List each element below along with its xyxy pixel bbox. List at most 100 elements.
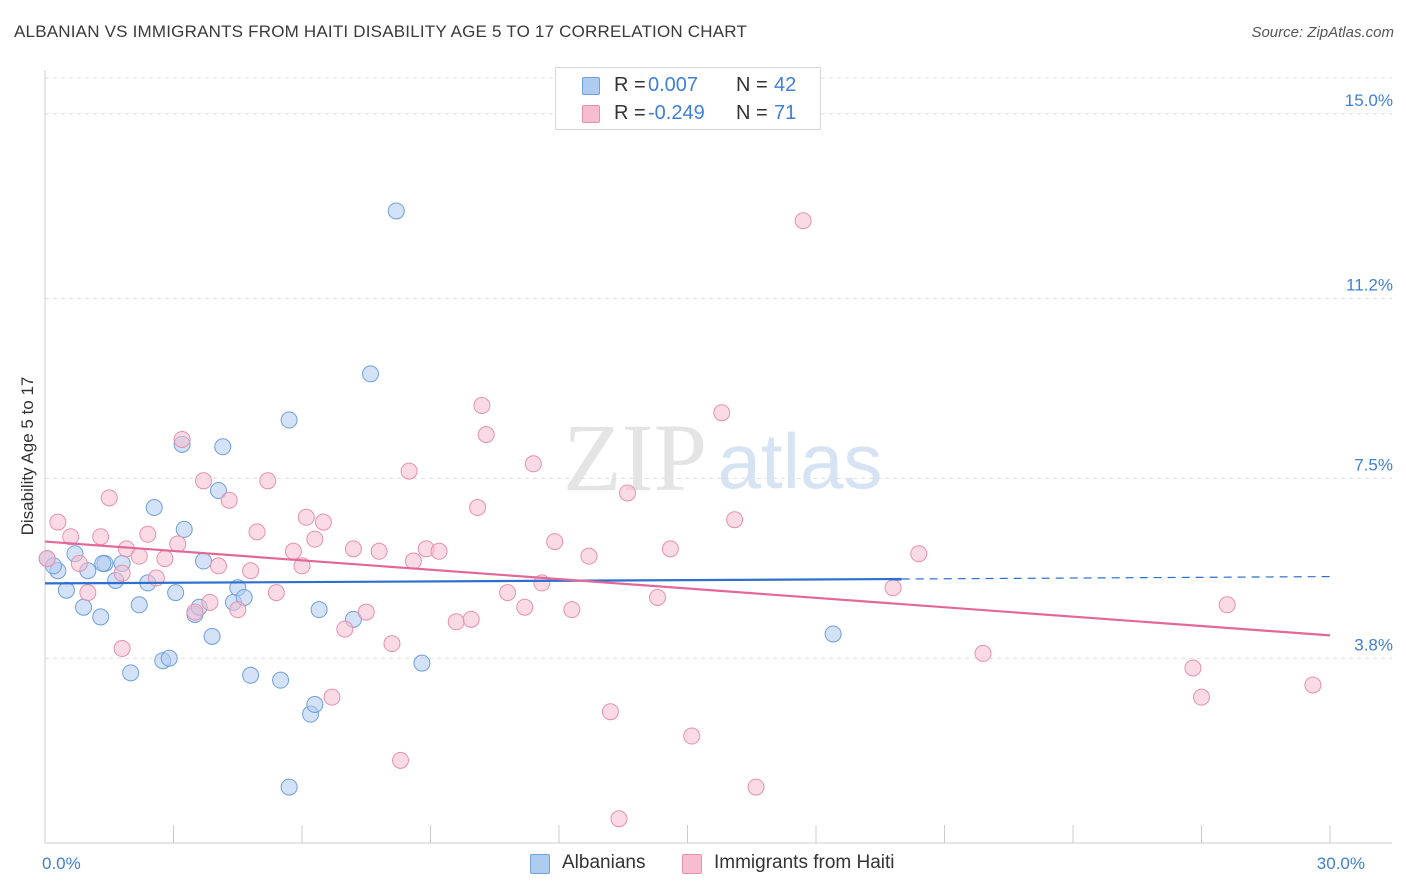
albanians-swatch	[530, 854, 550, 874]
haiti-point	[229, 601, 247, 619]
axis-layer: 3.8% 7.5% 11.2% 15.0% 0.0% 30.0%	[42, 70, 1393, 873]
albanian-point	[145, 499, 163, 517]
haiti-point	[499, 584, 517, 602]
r-label: R =	[614, 74, 646, 96]
haiti-point	[173, 430, 191, 448]
haiti-point	[610, 810, 628, 828]
haiti-point	[92, 528, 110, 546]
haiti-point	[1304, 676, 1322, 694]
albanian-point	[92, 608, 110, 626]
albanian-point	[214, 438, 232, 456]
haiti-point	[336, 620, 354, 638]
haiti-point	[242, 562, 260, 580]
haiti-point	[323, 688, 341, 706]
haiti-trend-line	[44, 540, 1331, 637]
haiti-point	[447, 613, 465, 631]
haiti-point	[563, 601, 581, 619]
haiti-point	[130, 547, 148, 565]
albanian-point	[310, 601, 328, 619]
haiti-point	[747, 778, 765, 796]
haiti-point	[357, 603, 375, 621]
haiti-point	[516, 598, 534, 616]
haiti-point	[267, 584, 285, 602]
albanian-point	[130, 596, 148, 614]
albanian-point	[242, 666, 260, 684]
haiti-point	[404, 552, 422, 570]
haiti-point	[186, 603, 204, 621]
n-value: 71	[774, 102, 797, 124]
haiti-point	[1184, 659, 1202, 677]
haiti-point	[293, 557, 311, 575]
haiti-point	[70, 554, 88, 572]
y-tick-label: 7.5%	[1354, 455, 1393, 474]
haiti-point	[259, 472, 277, 490]
haiti-swatch	[682, 854, 702, 874]
legend-label: Immigrants from Haiti	[714, 852, 895, 873]
haiti-point	[974, 644, 992, 662]
albanians-swatch	[582, 77, 600, 95]
albanian-point	[280, 411, 298, 429]
haiti-point	[430, 542, 448, 560]
haiti-point	[462, 610, 480, 628]
stats-row-albanians: R = 0.007 N = 42	[556, 72, 820, 100]
albanian-point	[413, 654, 431, 672]
r-value: -0.249	[648, 102, 705, 124]
albanian-point	[272, 671, 290, 689]
haiti-point	[477, 426, 495, 444]
albanian-point	[387, 202, 405, 220]
albanian-point	[94, 554, 112, 572]
haiti-point	[400, 462, 418, 480]
x-tick-label: 0.0%	[42, 854, 81, 873]
haiti-point	[1218, 596, 1236, 614]
haiti-point	[910, 545, 928, 563]
haiti-point	[1193, 688, 1210, 706]
haiti-point	[370, 542, 388, 560]
haiti-point	[297, 508, 315, 526]
haiti-point	[79, 584, 97, 602]
albanians-trend-extension	[901, 575, 1331, 580]
haiti-point	[601, 703, 619, 721]
haiti-point	[284, 542, 302, 560]
haiti-point	[113, 640, 131, 658]
haiti-point	[169, 535, 187, 553]
albanian-point	[306, 695, 324, 713]
haiti-point	[139, 525, 157, 543]
r-label: R =	[614, 102, 646, 124]
haiti-point	[38, 550, 56, 568]
haiti-point	[619, 484, 637, 502]
haiti-point	[713, 404, 731, 422]
haiti-point	[194, 472, 212, 490]
haiti-point	[392, 751, 410, 769]
albanian-point	[209, 482, 227, 500]
haiti-point	[156, 550, 174, 568]
albanian-point	[824, 625, 842, 643]
haiti-point	[209, 557, 227, 575]
albanian-point	[57, 581, 75, 599]
haiti-point	[473, 396, 491, 414]
stats-legend: R = 0.007 N = 42 R = -0.249 N = 71	[555, 67, 821, 130]
haiti-point	[580, 547, 598, 565]
haiti-point	[100, 489, 118, 507]
y-tick-label: 15.0%	[1345, 91, 1393, 110]
albanian-point	[75, 598, 93, 616]
haiti-point	[546, 533, 564, 551]
albanians-trend-line	[44, 577, 902, 585]
albanian-point	[122, 664, 140, 682]
haiti-point	[201, 593, 219, 611]
albanian-point	[167, 584, 185, 602]
haiti-point	[314, 513, 332, 531]
haiti-point	[469, 499, 487, 517]
albanian-point	[175, 520, 193, 538]
n-label: N =	[736, 102, 768, 124]
haiti-point	[344, 540, 362, 558]
haiti-point	[661, 540, 679, 558]
albanian-point	[203, 627, 221, 645]
y-tick-label: 3.8%	[1354, 635, 1393, 654]
haiti-point	[726, 511, 744, 529]
haiti-point	[62, 528, 80, 546]
n-value: 42	[774, 74, 797, 96]
haiti-point	[524, 455, 542, 473]
y-tick-label: 11.2%	[1346, 275, 1393, 294]
haiti-point	[683, 727, 701, 745]
